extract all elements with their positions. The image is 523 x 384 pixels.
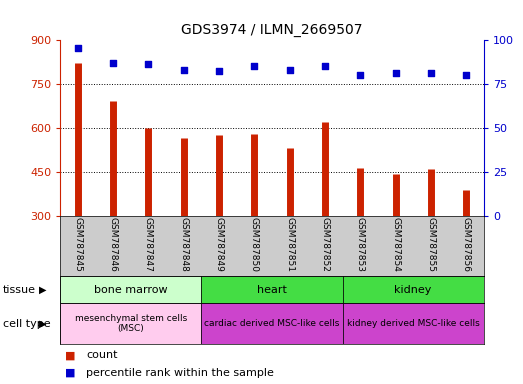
Point xyxy=(144,61,153,67)
Bar xyxy=(343,303,484,344)
Text: GSM787848: GSM787848 xyxy=(179,217,188,272)
Text: GSM787849: GSM787849 xyxy=(214,217,223,272)
Point xyxy=(74,45,82,51)
Text: GSM787846: GSM787846 xyxy=(109,217,118,272)
Point xyxy=(321,63,329,69)
Text: count: count xyxy=(86,350,118,360)
Text: GSM787854: GSM787854 xyxy=(391,217,400,272)
Text: GSM787845: GSM787845 xyxy=(73,217,82,272)
Text: kidney derived MSC-like cells: kidney derived MSC-like cells xyxy=(347,319,480,328)
Text: tissue: tissue xyxy=(3,285,36,295)
Point xyxy=(391,70,400,76)
Text: ▶: ▶ xyxy=(39,285,47,295)
Point xyxy=(356,72,365,78)
Text: cell type: cell type xyxy=(3,318,50,329)
Bar xyxy=(201,276,343,303)
Point xyxy=(109,60,117,66)
Bar xyxy=(60,276,201,303)
Text: percentile rank within the sample: percentile rank within the sample xyxy=(86,367,274,377)
Point xyxy=(427,70,435,76)
Point xyxy=(250,63,258,69)
Point xyxy=(462,72,470,78)
Bar xyxy=(60,303,201,344)
Text: ▶: ▶ xyxy=(39,318,47,329)
Text: cardiac derived MSC-like cells: cardiac derived MSC-like cells xyxy=(204,319,339,328)
Text: GSM787855: GSM787855 xyxy=(426,217,435,272)
Text: mesenchymal stem cells
(MSC): mesenchymal stem cells (MSC) xyxy=(75,314,187,333)
Title: GDS3974 / ILMN_2669507: GDS3974 / ILMN_2669507 xyxy=(181,23,363,37)
Text: GSM787851: GSM787851 xyxy=(285,217,294,272)
Text: kidney: kidney xyxy=(394,285,432,295)
Text: GSM787847: GSM787847 xyxy=(144,217,153,272)
Bar xyxy=(201,303,343,344)
Text: bone marrow: bone marrow xyxy=(94,285,167,295)
Text: ■: ■ xyxy=(65,367,76,377)
Text: heart: heart xyxy=(257,285,287,295)
Text: GSM787850: GSM787850 xyxy=(250,217,259,272)
Bar xyxy=(343,276,484,303)
Point xyxy=(215,68,223,74)
Text: GSM787852: GSM787852 xyxy=(321,217,329,272)
Text: GSM787853: GSM787853 xyxy=(356,217,365,272)
Point xyxy=(286,66,294,73)
Text: ■: ■ xyxy=(65,350,76,360)
Text: GSM787856: GSM787856 xyxy=(462,217,471,272)
Point xyxy=(179,66,188,73)
